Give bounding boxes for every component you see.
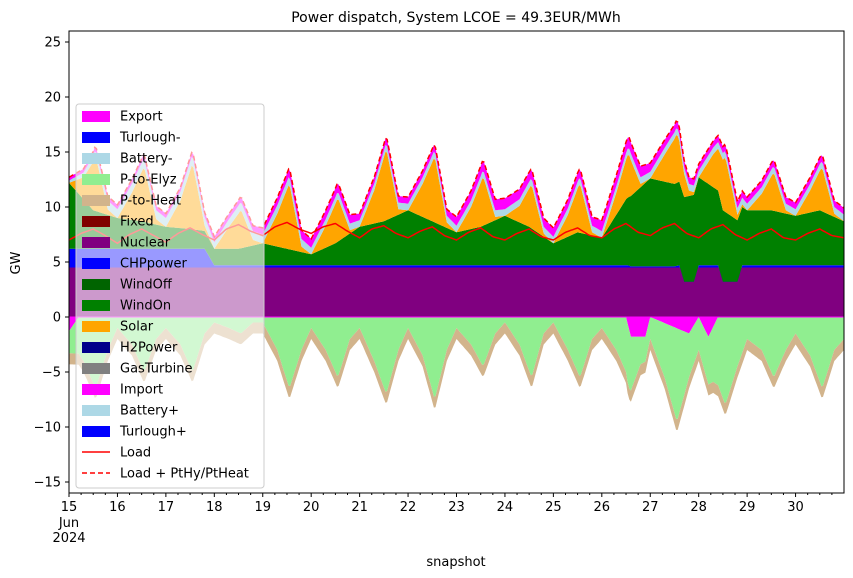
- legend-label-fixed: Fixed: [120, 215, 154, 230]
- chart-title: Power dispatch, System LCOE = 49.3EUR/MW…: [291, 10, 621, 26]
- legend-swatch-nuclear: [82, 237, 110, 248]
- legend-label-p-to-elyz: P-to-Elyz: [120, 173, 177, 188]
- x-tick-label: 21: [351, 500, 368, 515]
- x-tick-label: 18: [206, 500, 223, 515]
- area-import: [69, 121, 844, 248]
- area-battery: [69, 128, 844, 255]
- x-sublabel: 2024: [52, 531, 85, 546]
- legend-label-battery: Battery-: [120, 152, 173, 167]
- legend-swatch-import: [82, 384, 110, 395]
- legend-label-import: Import: [120, 383, 163, 398]
- legend-swatch-solar: [82, 321, 110, 332]
- legend-label-solar: Solar: [120, 320, 154, 335]
- y-tick-label: 15: [44, 146, 61, 161]
- legend-swatch-p-to-heat: [82, 195, 110, 206]
- legend-label-h2power: H2Power: [120, 341, 178, 356]
- y-axis-label: GW: [9, 251, 24, 274]
- legend-label-p-to-heat: P-to-Heat: [120, 194, 181, 209]
- legend-label-nuclear: Nuclear: [120, 236, 171, 251]
- legend-swatch-fixed: [82, 216, 110, 227]
- x-tick-label: 25: [545, 500, 562, 515]
- x-tick-label: 17: [158, 500, 175, 515]
- legend-swatch-turlough: [82, 426, 110, 437]
- legend-swatch-battery: [82, 153, 110, 164]
- legend-label-load-pthy-ptheat: Load + PtHy/PtHeat: [120, 467, 249, 482]
- legend-label-windon: WindOn: [120, 299, 171, 314]
- x-tick-label: 26: [594, 500, 611, 515]
- y-tick-label: 5: [53, 256, 61, 271]
- y-tick-label: 25: [44, 36, 61, 51]
- x-sublabel: Jun: [58, 516, 79, 531]
- x-tick-label: 22: [400, 500, 417, 515]
- legend-label-load: Load: [120, 446, 151, 461]
- x-tick-label: 19: [254, 500, 271, 515]
- x-tick-label: 20: [303, 500, 320, 515]
- legend-label-windoff: WindOff: [120, 278, 173, 293]
- legend-label-chppower: CHPpower: [120, 257, 188, 272]
- y-tick-label: −10: [34, 421, 61, 436]
- x-tick-label: 29: [739, 500, 756, 515]
- x-tick-label: 23: [448, 500, 465, 515]
- legend-label-turlough: Turlough-: [119, 131, 181, 146]
- legend: Export Turlough- Battery- P-to-Elyz P-to-Hea…: [75, 103, 265, 489]
- y-tick-label: 0: [53, 311, 61, 326]
- legend-swatch-h2power: [82, 342, 110, 353]
- legend-label-turlough: Turlough+: [119, 425, 187, 440]
- legend-swatch-windoff: [82, 279, 110, 290]
- x-axis-label: snapshot: [426, 555, 485, 570]
- area-export: [69, 317, 844, 337]
- legend-swatch-turlough: [82, 132, 110, 143]
- area-solar: [69, 135, 844, 255]
- y-tick-label: 10: [44, 201, 61, 216]
- x-tick-label: 30: [787, 500, 804, 515]
- y-tick-label: 20: [44, 91, 61, 106]
- legend-swatch-windon: [82, 300, 110, 311]
- axes-layer: −15 −10 −5 0 5 10 15 20 25 15 16 17 18 19 20 21 22 23 24 25…: [34, 30, 845, 546]
- legend-swatch-gasturbine: [82, 363, 110, 374]
- x-tick-label: 28: [690, 500, 707, 515]
- x-tick-label: 15: [61, 500, 78, 515]
- y-tick-label: −15: [34, 476, 61, 491]
- x-tick-label: 24: [497, 500, 514, 515]
- y-tick-label: −5: [42, 366, 61, 381]
- legend-swatch-export: [82, 111, 110, 122]
- legend-swatch-chppower: [82, 258, 110, 269]
- legend-label-export: Export: [120, 110, 163, 125]
- legend-box: [75, 103, 265, 489]
- legend-label-gasturbine: GasTurbine: [120, 362, 192, 377]
- area-p-to-heat: [69, 322, 844, 430]
- legend-swatch-p-to-elyz: [82, 174, 110, 185]
- legend-swatch-battery: [82, 405, 110, 416]
- x-tick-label: 16: [109, 500, 126, 515]
- legend-label-battery: Battery+: [120, 404, 179, 419]
- x-tick-label: 27: [642, 500, 659, 515]
